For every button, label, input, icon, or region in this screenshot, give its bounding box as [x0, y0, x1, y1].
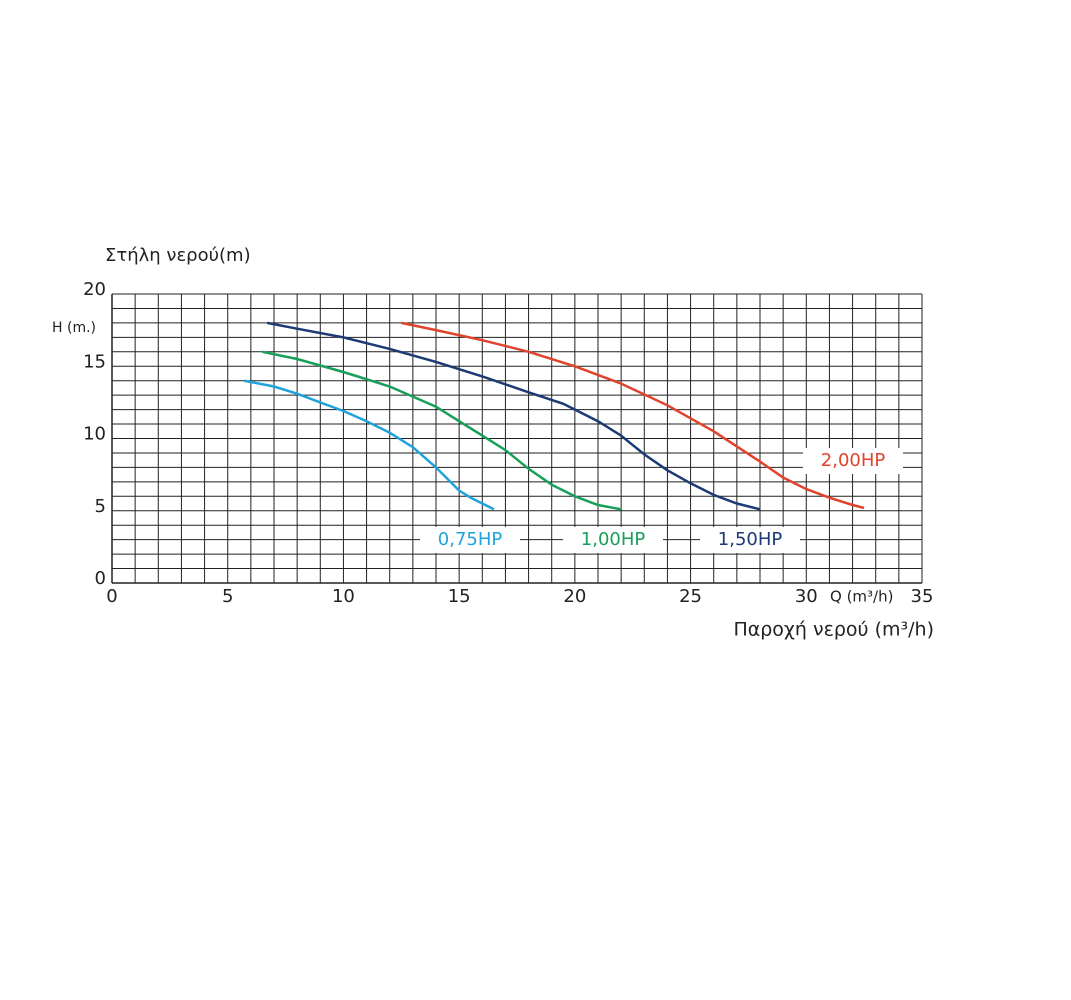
series-label: 1,50HP: [718, 529, 783, 550]
y-tick-label: 20: [83, 279, 106, 300]
curve: [243, 379, 495, 511]
x-unit: Q (m³/h): [830, 588, 893, 606]
curve: [401, 321, 865, 510]
x-tick-label: 20: [563, 586, 586, 607]
series-label: 2,00HP: [821, 450, 886, 471]
y-title: Στήλη νερού(m): [105, 245, 251, 266]
y-tick-label: 15: [83, 351, 106, 372]
x-tick-label: 25: [679, 586, 702, 607]
series-label: 0,75HP: [438, 529, 503, 550]
x-tick-label: 0: [106, 586, 117, 607]
label-background: [563, 527, 663, 553]
x-tick-label: 10: [332, 586, 355, 607]
x-tick-label: 5: [222, 586, 233, 607]
y-tick-label: 5: [95, 496, 106, 517]
label-background: [803, 448, 903, 474]
label-background: [420, 527, 520, 553]
y-unit: H (m.): [52, 320, 96, 336]
y-tick-label: 10: [83, 424, 106, 445]
curve: [262, 350, 622, 511]
series-label: 1,00HP: [581, 529, 646, 550]
label-background: [700, 527, 800, 553]
x-tick-label: 15: [448, 586, 471, 607]
x-title: Παροχή νερού (m³/h): [733, 619, 934, 641]
curve: [266, 321, 761, 511]
x-tick-label: 30: [795, 586, 818, 607]
x-tick-label: 35: [911, 586, 934, 607]
y-tick-label: 0: [95, 568, 106, 589]
